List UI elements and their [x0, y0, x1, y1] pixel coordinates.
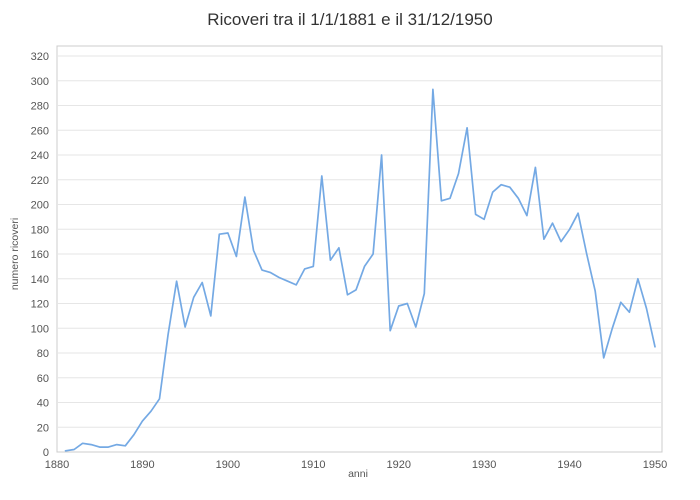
x-tick-label: 1940 — [557, 459, 581, 471]
x-tick-label: 1930 — [472, 459, 496, 471]
y-tick-label: 320 — [31, 51, 49, 63]
x-tick-label: 1950 — [643, 459, 667, 471]
y-tick-label: 280 — [31, 101, 49, 113]
y-tick-label: 180 — [31, 224, 49, 236]
y-tick-label: 100 — [31, 323, 49, 335]
y-tick-label: 220 — [31, 175, 49, 187]
y-tick-label: 240 — [31, 150, 49, 162]
y-tick-label: 80 — [37, 348, 49, 360]
y-tick-label: 0 — [43, 447, 49, 459]
y-tick-label: 20 — [37, 422, 49, 434]
x-tick-label: 1900 — [216, 459, 240, 471]
x-tick-label: 1890 — [130, 459, 154, 471]
plot-background — [56, 45, 663, 453]
y-tick-label: 40 — [37, 398, 49, 410]
y-tick-label: 300 — [31, 76, 49, 88]
x-axis-label: anni — [348, 468, 368, 480]
x-tick-label: 1920 — [386, 459, 410, 471]
chart-title: Ricoveri tra il 1/1/1881 e il 31/12/1950 — [207, 10, 493, 29]
y-tick-label: 260 — [31, 125, 49, 137]
x-tick-label: 1910 — [301, 459, 325, 471]
x-tick-label: 1880 — [45, 459, 69, 471]
y-tick-label: 120 — [31, 299, 49, 311]
y-tick-label: 60 — [37, 373, 49, 385]
y-tick-label: 140 — [31, 274, 49, 286]
y-axis-label: numero ricoveri — [9, 217, 21, 291]
y-tick-label: 200 — [31, 200, 49, 212]
data-line — [64, 88, 656, 452]
y-tick-label: 160 — [31, 249, 49, 261]
